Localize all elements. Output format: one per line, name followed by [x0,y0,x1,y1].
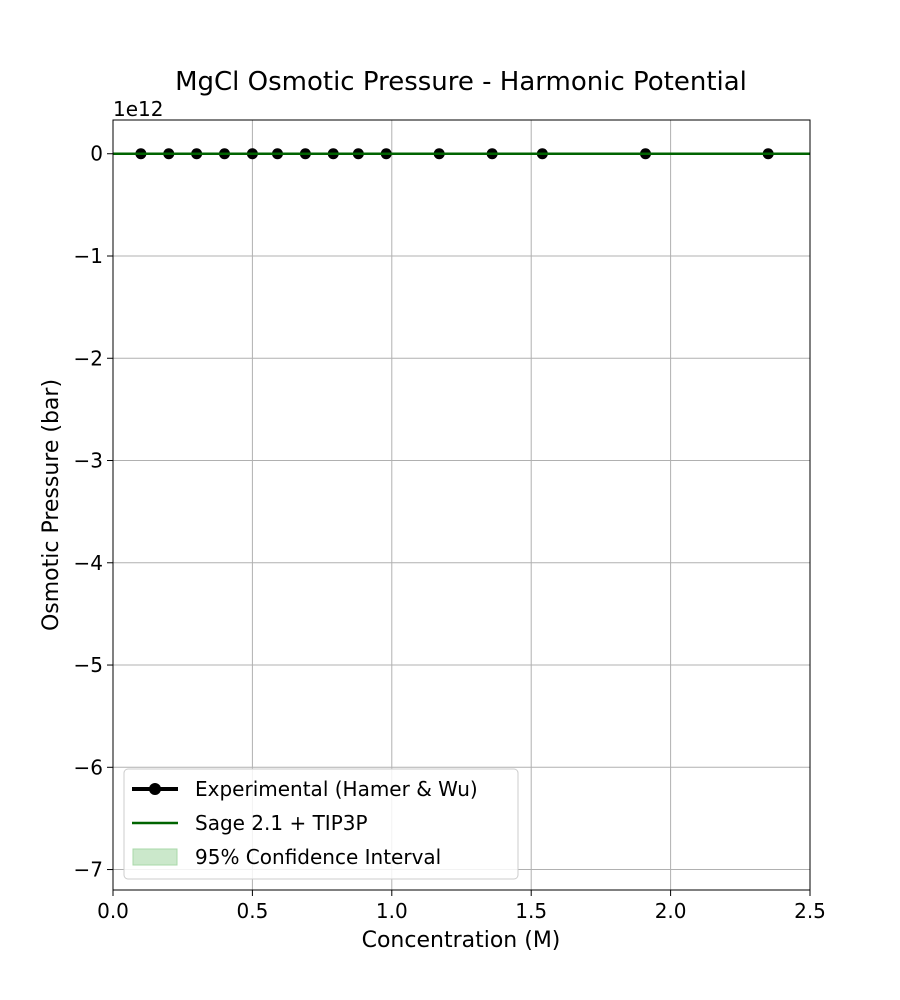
x-axis-ticks: 0.0 0.5 1.0 1.5 2.0 2.5 [97,890,826,923]
x-tick-label: 0.0 [97,899,129,923]
x-tick-label: 0.5 [236,899,268,923]
legend-box [123,768,519,880]
y-tick-label: −4 [74,551,103,575]
legend-label: 95% Confidence Interval [195,845,441,869]
y-axis-offset-label: 1e12 [113,97,163,121]
y-tick-label: −7 [74,858,103,882]
y-axis-ticks: 0 −1 −2 −3 −4 −5 −6 −7 [74,142,113,882]
y-tick-label: 0 [90,142,103,166]
y-axis-label: Osmotic Pressure (bar) [39,379,64,631]
legend: Experimental (Hamer & Wu) Sage 2.1 + TIP3… [123,768,519,880]
legend-handle-experimental-marker [149,783,161,795]
y-tick-label: −5 [74,653,103,677]
y-tick-label: −6 [74,755,103,779]
legend-label: Sage 2.1 + TIP3P [195,811,368,835]
x-tick-label: 1.5 [515,899,547,923]
plot-frame [112,119,811,891]
x-tick-label: 2.5 [794,899,826,923]
x-axis-label: Concentration (M) [362,928,561,953]
series-layer [113,148,810,160]
y-tick-label: −2 [74,346,103,370]
chart-title: MgCl Osmotic Pressure - Harmonic Potenti… [175,67,747,97]
y-tick-label: −3 [74,449,103,473]
x-tick-label: 2.0 [655,899,687,923]
y-tick-label: −1 [74,244,103,268]
legend-handle-band [132,848,178,866]
x-tick-label: 1.0 [376,899,408,923]
legend-label: Experimental (Hamer & Wu) [195,777,478,801]
